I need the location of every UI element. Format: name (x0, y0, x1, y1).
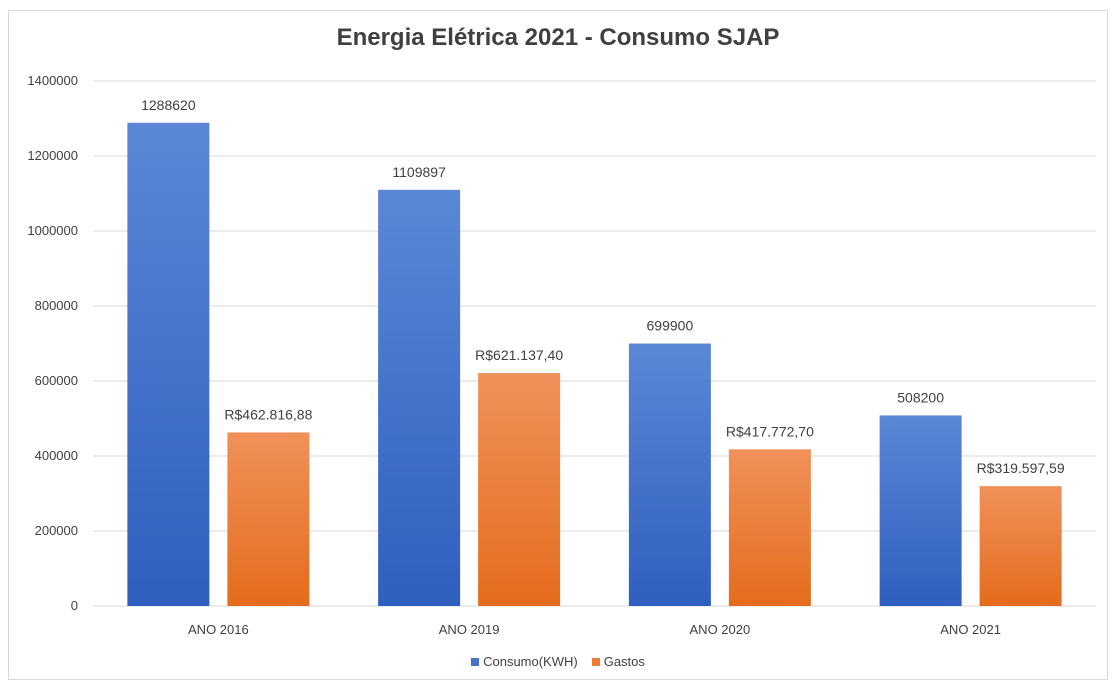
data-label: 1109897 (392, 164, 446, 180)
bar (478, 373, 561, 606)
y-tick-label: 1200000 (27, 148, 78, 163)
legend-label-consumo: Consumo(KWH) (483, 654, 578, 669)
data-label: 1288620 (141, 97, 196, 113)
legend-label-gastos: Gastos (603, 654, 645, 669)
data-labels: 1288620 R$462.816,88 1109897 R$621.137,40 69… (141, 97, 1065, 476)
data-label: 699900 (647, 318, 694, 334)
data-label: R$319.597,59 (977, 460, 1065, 476)
data-label: R$462.816,88 (224, 406, 312, 422)
legend-item-consumo: Consumo(KWH) (471, 654, 578, 669)
bars (127, 122, 1062, 606)
bar (979, 486, 1062, 606)
legend-swatch-gastos (591, 657, 600, 666)
legend-item-gastos: Gastos (591, 654, 645, 669)
bar (879, 415, 962, 606)
legend-swatch-consumo (471, 657, 480, 666)
x-axis-tick-labels: ANO 2016 ANO 2019 ANO 2020 ANO 2021 (188, 622, 1001, 637)
y-tick-label: 400000 (35, 448, 78, 463)
bar (227, 432, 310, 606)
x-tick-label: ANO 2016 (188, 622, 249, 637)
y-tick-label: 0 (71, 598, 78, 613)
y-tick-label: 600000 (35, 373, 78, 388)
x-tick-label: ANO 2019 (439, 622, 500, 637)
y-tick-label: 1000000 (27, 223, 78, 238)
x-tick-label: ANO 2020 (690, 622, 751, 637)
data-label: R$621.137,40 (475, 347, 563, 363)
y-tick-label: 800000 (35, 298, 78, 313)
legend: Consumo(KWH) Gastos (0, 654, 1116, 669)
bar (127, 122, 210, 606)
chart-title: Energia Elétrica 2021 - Consumo SJAP (336, 24, 780, 51)
bar (628, 343, 711, 606)
bar (378, 189, 461, 606)
bar (728, 449, 811, 606)
y-tick-label: 1400000 (27, 73, 78, 88)
y-axis-tick-labels: 0 200000 400000 600000 800000 1000000 1200000 1… (27, 73, 78, 613)
data-label: R$417.772,70 (726, 423, 814, 439)
y-tick-label: 200000 (35, 523, 78, 538)
x-tick-label: ANO 2021 (940, 622, 1001, 637)
data-label: 508200 (897, 389, 944, 405)
